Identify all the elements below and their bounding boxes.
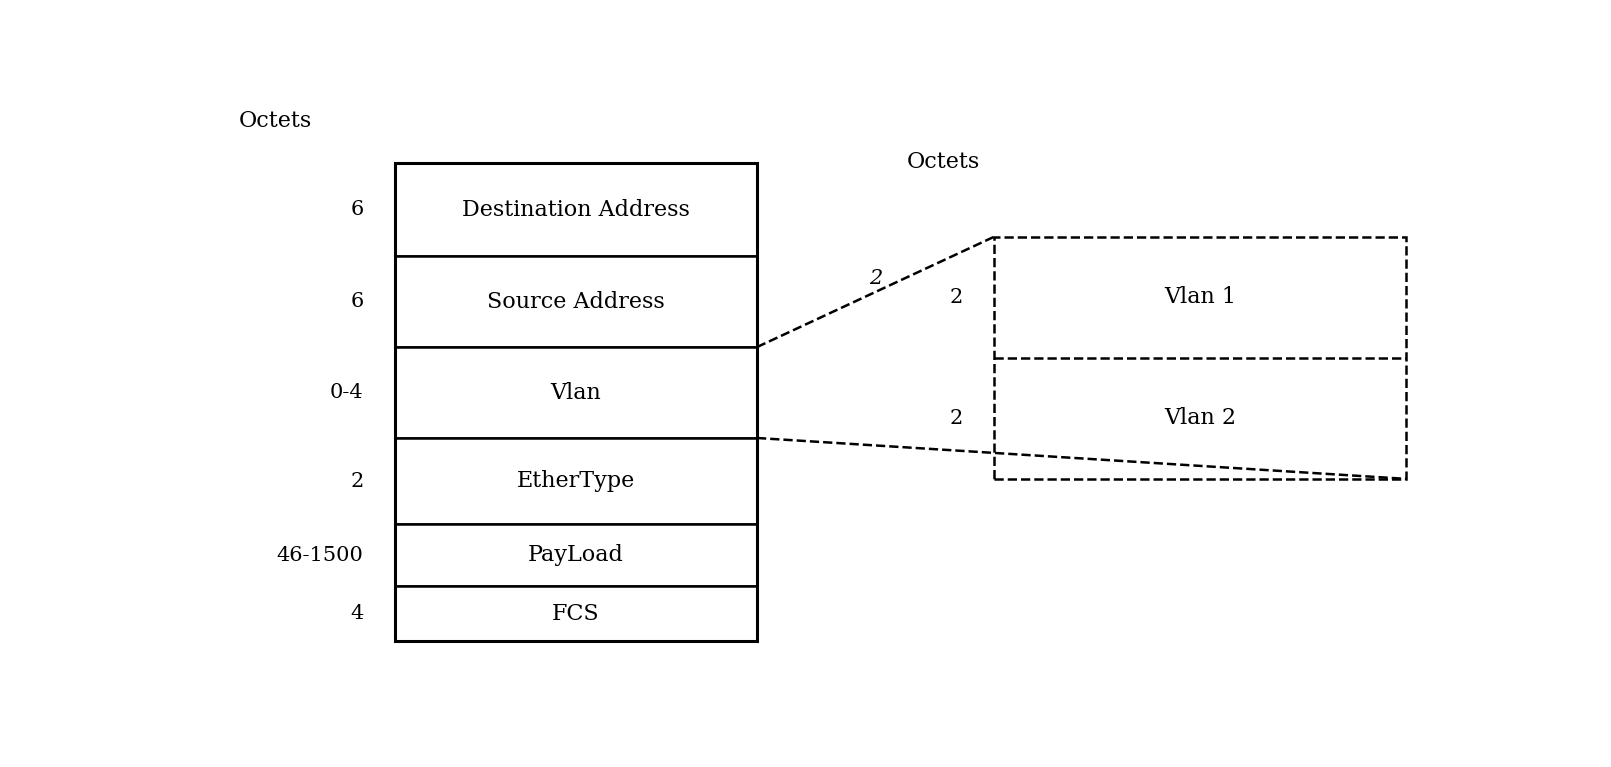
Bar: [395, 163, 757, 256]
Text: Vlan 1: Vlan 1: [1165, 286, 1236, 308]
Text: Source Address: Source Address: [487, 291, 665, 313]
Text: Octets: Octets: [238, 110, 313, 132]
Text: 2: 2: [870, 268, 883, 288]
Text: 0-4: 0-4: [330, 383, 364, 402]
Bar: [994, 237, 1406, 479]
Bar: [395, 163, 757, 641]
Text: 46-1500: 46-1500: [277, 545, 364, 565]
Text: EtherType: EtherType: [517, 470, 635, 492]
Bar: [395, 347, 757, 438]
Text: Vlan: Vlan: [551, 381, 601, 403]
Text: 6: 6: [351, 292, 364, 311]
Bar: [395, 438, 757, 524]
Text: 2: 2: [950, 288, 963, 307]
Text: 6: 6: [351, 200, 364, 219]
Bar: [395, 586, 757, 641]
Text: FCS: FCS: [553, 603, 599, 625]
Bar: [395, 256, 757, 347]
Text: 2: 2: [351, 472, 364, 491]
Text: 2: 2: [950, 409, 963, 428]
Text: Octets: Octets: [907, 151, 979, 173]
Bar: [395, 524, 757, 586]
Text: Destination Address: Destination Address: [462, 199, 690, 221]
Text: PayLoad: PayLoad: [528, 544, 623, 566]
Text: 4: 4: [351, 604, 364, 624]
Text: Vlan 2: Vlan 2: [1165, 407, 1236, 430]
